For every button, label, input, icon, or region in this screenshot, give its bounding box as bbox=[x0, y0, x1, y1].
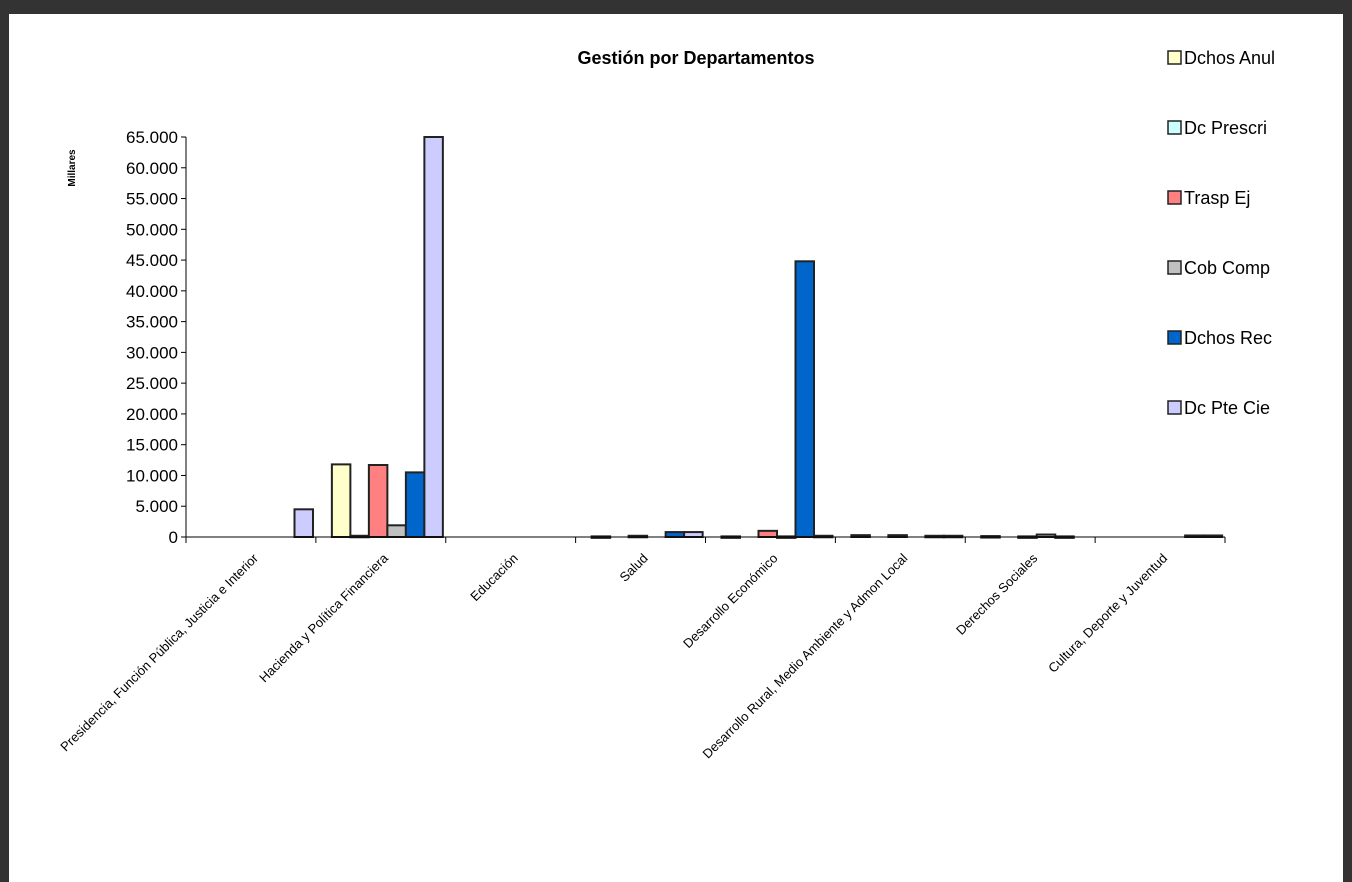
legend-item: Cob Comp bbox=[1167, 258, 1270, 278]
bar-dchos-rec bbox=[794, 260, 815, 538]
legend-item: Dchos Rec bbox=[1167, 328, 1272, 348]
y-tick-label: 65.000 bbox=[126, 128, 178, 147]
category-label: Educación bbox=[467, 551, 521, 605]
category-label: Desarrollo Rural, Medio Ambiente y Admon… bbox=[700, 550, 911, 761]
legend-label: Trasp Ej bbox=[1184, 188, 1250, 208]
legend-swatch bbox=[1167, 50, 1182, 65]
bar-dc-pte-cie bbox=[423, 136, 444, 538]
legend-label: Dchos Anul bbox=[1184, 48, 1275, 68]
y-tick-label: 45.000 bbox=[126, 251, 178, 270]
legend-label: Dc Pte Cie bbox=[1184, 398, 1270, 418]
y-tick-label: 60.000 bbox=[126, 159, 178, 178]
category-label: Presidencia, Función Pública, Justicia e… bbox=[57, 550, 261, 754]
legend-swatch bbox=[1167, 190, 1182, 205]
y-tick-label: 10.000 bbox=[126, 466, 178, 485]
y-tick-label: 50.000 bbox=[126, 220, 178, 239]
bar-cob-comp bbox=[386, 524, 407, 538]
y-axis: 0 5.000 10.000 15.000 20.000 25.000 30.000 35.0… bbox=[126, 128, 187, 547]
legend-swatch bbox=[1167, 400, 1182, 415]
bar-dchos-rec bbox=[404, 471, 426, 538]
legend-swatch bbox=[1167, 120, 1182, 135]
x-axis bbox=[185, 536, 1226, 543]
bars bbox=[293, 136, 1224, 539]
y-tick-label: 40.000 bbox=[126, 282, 178, 301]
y-axis-label: Millares bbox=[67, 149, 78, 187]
category-label: Desarrollo Económico bbox=[680, 551, 781, 652]
bar-dchos-rec bbox=[664, 531, 686, 538]
category-label: Cultura, Deporte y Juventud bbox=[1045, 551, 1170, 676]
legend-label: Dchos Rec bbox=[1184, 328, 1272, 348]
bar-trasp-ej bbox=[367, 464, 389, 538]
category-labels: Presidencia, Función Pública, Justicia e… bbox=[57, 550, 1170, 761]
legend-label: Dc Prescri bbox=[1184, 118, 1267, 138]
category-label: Hacienda y Política Financiera bbox=[256, 550, 391, 685]
y-tick-label: 5.000 bbox=[135, 497, 178, 516]
legend: Dchos Anul Dc Prescri Trasp Ej Cob Comp Dcho… bbox=[1167, 48, 1275, 418]
legend-item: Trasp Ej bbox=[1167, 188, 1250, 208]
y-tick-label: 55.000 bbox=[126, 190, 178, 209]
legend-swatch bbox=[1167, 330, 1182, 345]
y-tick-label: 15.000 bbox=[126, 436, 178, 455]
y-tick-label: 30.000 bbox=[126, 343, 178, 362]
y-tick-label: 20.000 bbox=[126, 405, 178, 424]
legend-item: Dc Prescri bbox=[1167, 118, 1267, 138]
legend-label: Cob Comp bbox=[1184, 258, 1270, 278]
legend-swatch bbox=[1167, 260, 1182, 275]
bar-dc-pte-cie bbox=[683, 531, 704, 538]
y-tick-label: 35.000 bbox=[126, 313, 178, 332]
chart-title: Gestión por Departamentos bbox=[577, 48, 814, 68]
legend-item: Dc Pte Cie bbox=[1167, 398, 1270, 418]
y-tick-label: 0 bbox=[169, 528, 178, 547]
category-label: Derechos Sociales bbox=[953, 550, 1041, 638]
bar-dchos-anul bbox=[330, 463, 352, 538]
bar-dc-pte-cie bbox=[293, 508, 314, 538]
bar-trasp-ej bbox=[757, 529, 778, 538]
category-label: Salud bbox=[617, 551, 651, 585]
y-tick-label: 25.000 bbox=[126, 374, 178, 393]
legend-item: Dchos Anul bbox=[1167, 48, 1275, 68]
